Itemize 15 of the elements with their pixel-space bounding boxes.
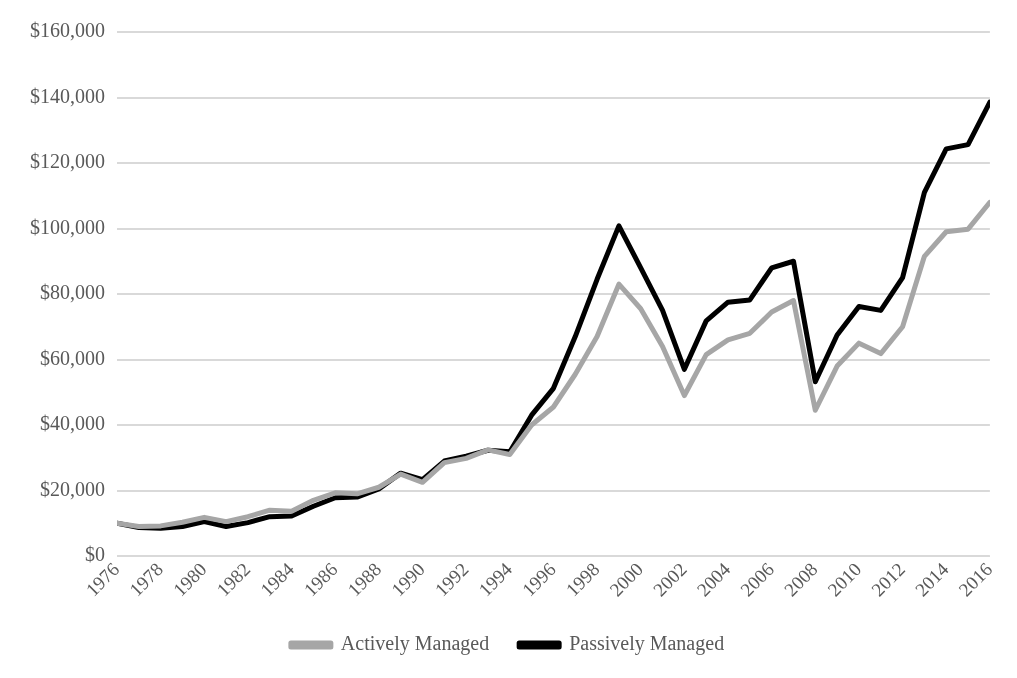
legend-label: Actively Managed: [340, 632, 490, 656]
x-tick-label: 1982: [212, 558, 255, 601]
legend-label: Passively Managed: [569, 632, 725, 656]
y-tick-label: $40,000: [40, 412, 105, 435]
y-tick-label: $60,000: [40, 346, 105, 369]
y-tick-label: $160,000: [30, 19, 105, 42]
y-tick-label: $80,000: [40, 281, 105, 304]
y-tick-label: $120,000: [30, 150, 105, 173]
x-tick-label: 1992: [430, 558, 473, 601]
y-tick-label: $20,000: [40, 477, 105, 500]
x-tick-label: 1980: [168, 558, 211, 601]
y-tick-label: $140,000: [30, 84, 105, 107]
y-tick-label: $100,000: [30, 215, 105, 238]
x-tick-label: 1990: [387, 558, 429, 601]
y-tick-label: $0: [85, 543, 105, 566]
